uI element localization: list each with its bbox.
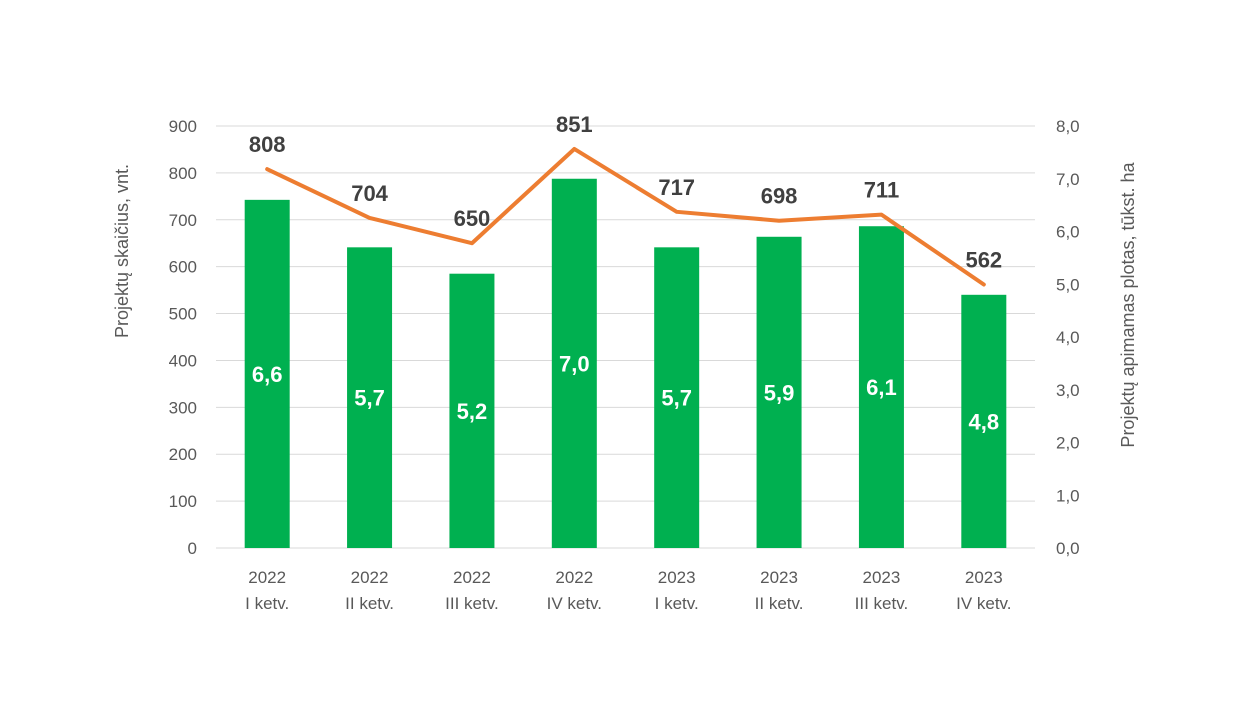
bar-data-label: 5,2 [457, 399, 488, 424]
bar-data-label: 7,0 [559, 351, 590, 376]
category-quarter: IV ketv. [547, 594, 602, 613]
line-data-label: 851 [556, 112, 593, 137]
line-data-label: 650 [454, 206, 491, 231]
bar [551, 178, 597, 548]
left-axis-title: Projektų skaičius, vnt. [112, 164, 132, 338]
bar-data-label: 6,6 [252, 362, 283, 387]
category-quarter: II ketv. [755, 594, 804, 613]
right-tick-label: 0,0 [1056, 539, 1080, 558]
bar [858, 226, 904, 548]
category-label: 2023 II ketv. [755, 568, 804, 613]
right-tick-label: 6,0 [1056, 223, 1080, 242]
category-year: 2023 [658, 568, 696, 587]
bar [961, 294, 1007, 548]
category-quarter: I ketv. [655, 594, 699, 613]
bar-data-label: 6,1 [866, 375, 897, 400]
left-tick-label: 300 [169, 398, 197, 417]
category-year: 2022 [248, 568, 286, 587]
left-axis-ticks: 0 100 200 300 400 500 600 700 800 900 [169, 117, 197, 558]
category-quarter: III ketv. [855, 594, 909, 613]
bar [244, 199, 290, 548]
category-labels: 2022 I ketv.2022 II ketv.2022 III ketv.2022… [245, 568, 1011, 613]
left-tick-label: 400 [169, 351, 197, 370]
category-quarter: II ketv. [345, 594, 394, 613]
bar [756, 236, 802, 548]
left-tick-label: 700 [169, 211, 197, 230]
right-axis-ticks: 0,0 1,0 2,0 3,0 4,0 5,0 6,0 7,0 8,0 [1056, 117, 1080, 558]
bar-data-label: 5,7 [661, 386, 692, 411]
left-tick-label: 800 [169, 164, 197, 183]
bar-series: 6,6 5,7 5,2 7,0 5,7 5,9 6,1 4,8 [244, 178, 1007, 548]
right-axis-title: Projektų apimamas plotas, tūkst. ha [1118, 161, 1138, 447]
left-tick-label: 900 [169, 117, 197, 136]
category-year: 2022 [453, 568, 491, 587]
left-tick-label: 0 [188, 539, 197, 558]
category-year: 2023 [760, 568, 798, 587]
line-data-label: 562 [965, 247, 1002, 272]
category-label: 2023 I ketv. [655, 568, 699, 613]
category-quarter: I ketv. [245, 594, 289, 613]
line-data-label: 711 [864, 178, 900, 203]
right-tick-label: 3,0 [1056, 381, 1080, 400]
bar [449, 273, 495, 548]
category-label: 2022 IV ketv. [547, 568, 602, 613]
line-data-label: 717 [658, 175, 695, 200]
category-label: 2022 I ketv. [245, 568, 289, 613]
line-data-label: 808 [249, 132, 286, 157]
right-tick-label: 8,0 [1056, 117, 1080, 136]
right-tick-label: 4,0 [1056, 328, 1080, 347]
line-series: 808 704 650 851 717 698 711 562 [249, 112, 1002, 287]
bar [654, 247, 700, 548]
bar [347, 247, 393, 548]
category-label: 2023 III ketv. [855, 568, 909, 613]
right-tick-label: 1,0 [1056, 486, 1080, 505]
left-tick-label: 500 [169, 305, 197, 324]
line-data-label: 704 [351, 181, 388, 206]
category-year: 2022 [555, 568, 593, 587]
bar-data-label: 5,7 [354, 386, 385, 411]
line-path [265, 146, 986, 287]
left-tick-label: 100 [169, 492, 197, 511]
left-tick-label: 200 [169, 445, 197, 464]
left-tick-label: 600 [169, 258, 197, 277]
right-tick-label: 7,0 [1056, 170, 1080, 189]
category-year: 2023 [965, 568, 1003, 587]
line-data-label: 698 [761, 184, 798, 209]
category-quarter: III ketv. [445, 594, 499, 613]
category-label: 2023 IV ketv. [956, 568, 1011, 613]
category-label: 2022 III ketv. [445, 568, 499, 613]
gridlines [216, 125, 1035, 549]
category-year: 2022 [351, 568, 389, 587]
right-tick-label: 5,0 [1056, 275, 1080, 294]
category-quarter: IV ketv. [956, 594, 1011, 613]
right-tick-label: 2,0 [1056, 434, 1080, 453]
category-year: 2023 [863, 568, 901, 587]
category-label: 2022 II ketv. [345, 568, 394, 613]
bar-data-label: 5,9 [764, 380, 795, 405]
bar-data-label: 4,8 [969, 409, 1000, 434]
